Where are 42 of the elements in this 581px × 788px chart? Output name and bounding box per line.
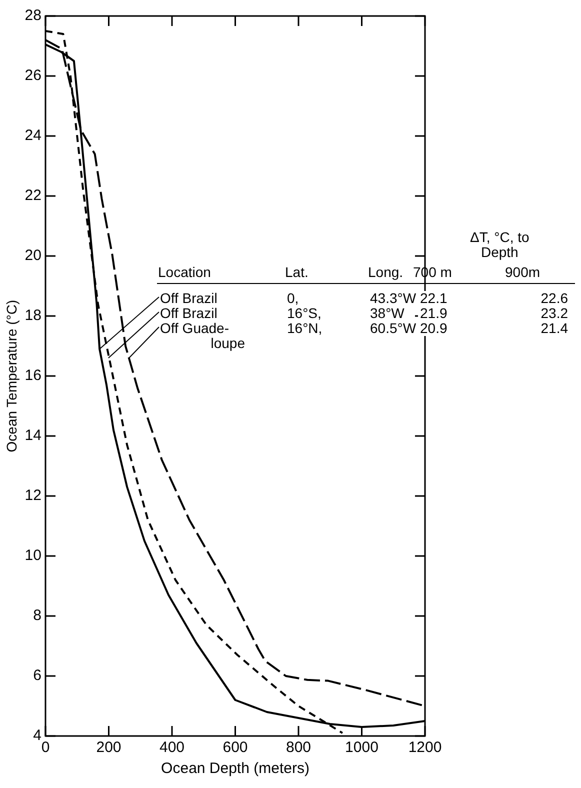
annotation: Off Guade- loupe: [159, 320, 246, 351]
annotation: Location: [157, 264, 285, 284]
x-axis-title: Ocean Depth (meters): [161, 760, 310, 778]
y-tick-label: 28: [24, 7, 42, 24]
text: 22.6: [538, 290, 570, 306]
annotation: 0,: [285, 290, 301, 306]
x-tick-label: 200: [96, 739, 122, 756]
text: 23.2: [538, 305, 570, 321]
annotation: Off Brazil: [158, 290, 220, 306]
annotation: Off Brazil: [158, 305, 220, 321]
y-tick-label: 22: [24, 187, 42, 204]
x-tick-label: 600: [222, 739, 248, 756]
x-tick-label: 1200: [408, 739, 442, 756]
annotation: 38°W: [368, 305, 406, 321]
annotation: 60.5°W: [368, 320, 418, 336]
y-tick-label: 14: [24, 427, 42, 444]
x-tick-label: 400: [159, 739, 185, 756]
x-tick-label: 800: [286, 739, 312, 756]
y-tick-label: 12: [24, 487, 42, 504]
y-tick-label: 8: [33, 607, 42, 624]
annotation: 16°S,: [285, 305, 324, 321]
annotation: Long.: [368, 264, 413, 284]
y-tick-label: 6: [33, 667, 42, 684]
y-axis-title: Ocean Temperature (°C): [3, 300, 20, 452]
annotation: 43.3°W: [368, 290, 418, 306]
text: 900m: [505, 264, 575, 284]
y-tick-label: 16: [24, 367, 42, 384]
y-tick-label: 18: [24, 307, 42, 324]
x-tick-label: 0: [41, 739, 50, 756]
text: ΔT, °C, to Depth: [468, 229, 532, 260]
y-tick-label: 4: [33, 727, 42, 744]
y-tick-label: 20: [24, 247, 42, 264]
annotation: 16°N,: [285, 320, 324, 336]
annotation: 22.1: [418, 290, 450, 306]
annotation: Lat.: [285, 264, 368, 284]
y-tick-label: 24: [24, 127, 42, 144]
x-tick-label: 1000: [345, 739, 378, 756]
annotation: 21.9: [418, 305, 450, 321]
annotation: 20.9: [418, 320, 450, 336]
y-tick-label: 26: [24, 67, 42, 84]
y-tick-label: 10: [24, 547, 42, 564]
text: 21.4: [538, 320, 570, 336]
